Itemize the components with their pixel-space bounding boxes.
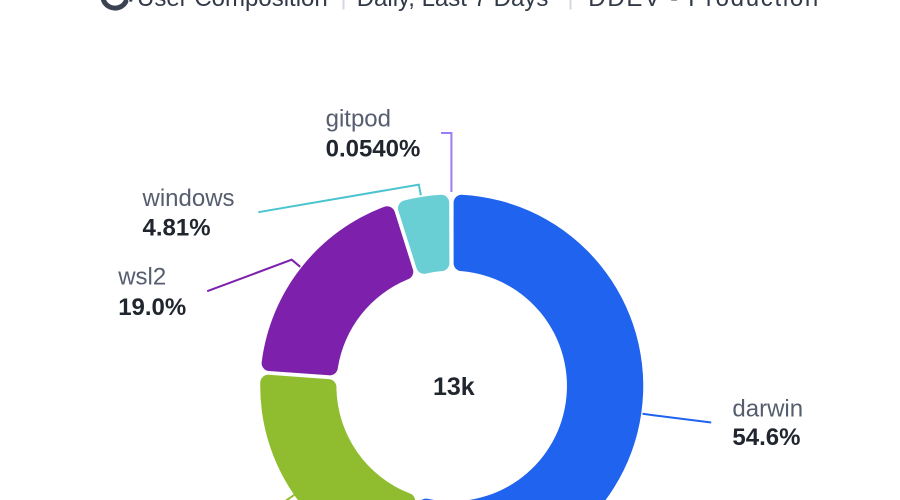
svg-text:13k: 13k xyxy=(433,373,475,401)
svg-text:19.0%: 19.0% xyxy=(118,294,186,321)
svg-text:4.81%: 4.81% xyxy=(143,214,211,241)
svg-text:wsl2: wsl2 xyxy=(117,263,166,290)
svg-text:0.0540%: 0.0540% xyxy=(326,136,421,163)
svg-text:DDEV - Production: DDEV - Production xyxy=(588,0,820,12)
svg-text:54.6%: 54.6% xyxy=(732,424,800,451)
svg-text:windows: windows xyxy=(142,185,235,212)
svg-text:gitpod: gitpod xyxy=(326,105,391,132)
svg-text:Daily, Last 7 Days: Daily, Last 7 Days xyxy=(357,0,549,12)
svg-text:User Composition: User Composition xyxy=(137,0,328,12)
svg-text:darwin: darwin xyxy=(732,395,803,422)
